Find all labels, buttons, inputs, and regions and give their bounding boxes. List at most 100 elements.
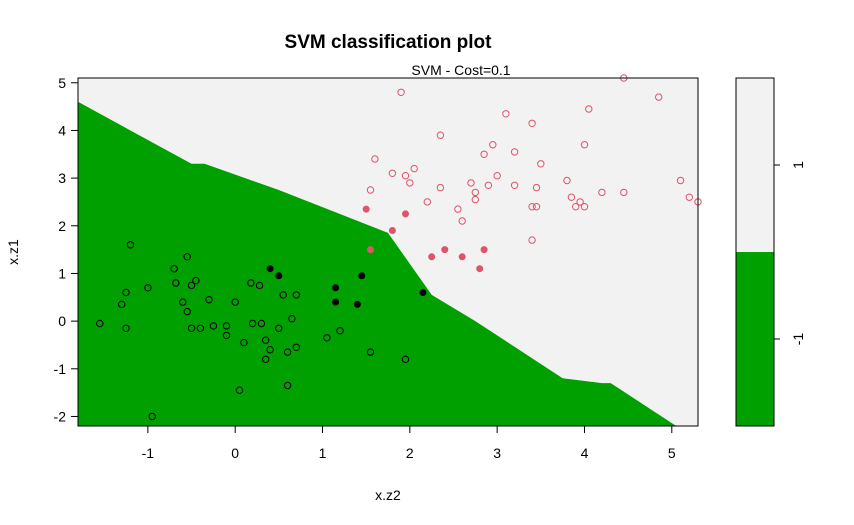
y-tick-label: 2 (58, 218, 66, 234)
data-point (257, 319, 266, 328)
color-legend: 1 -1 (735, 77, 806, 427)
data-point (423, 198, 431, 206)
data-point (471, 195, 479, 204)
data-point (528, 203, 536, 211)
data-point (620, 188, 628, 197)
data-point (122, 288, 130, 297)
legend-frame (735, 77, 775, 427)
data-point (510, 148, 519, 156)
data-point (480, 150, 488, 159)
y-tick-label: 1 (58, 265, 66, 281)
data-point (192, 276, 200, 285)
data-point (567, 193, 576, 201)
data-point (283, 381, 292, 390)
data-point (231, 298, 239, 306)
data-point (240, 338, 248, 347)
support-vector-point (402, 210, 409, 218)
data-point (655, 93, 663, 101)
support-vector-point (419, 289, 427, 296)
data-point (401, 172, 410, 180)
data-point (144, 284, 152, 292)
data-point (528, 119, 536, 128)
data-point (205, 296, 213, 304)
data-point (598, 188, 606, 197)
data-point (458, 217, 466, 225)
data-point (126, 241, 135, 249)
x-tick-label: 0 (231, 445, 239, 461)
data-point (366, 186, 375, 194)
x-tick-label: 1 (319, 445, 327, 461)
data-point (397, 88, 405, 97)
legend-label-negative: -1 (790, 333, 806, 346)
data-point (493, 172, 501, 180)
support-vector-point (476, 265, 484, 273)
support-vector-point (266, 265, 274, 273)
support-vector-point (388, 227, 396, 234)
data-point (279, 291, 287, 299)
data-point (262, 355, 270, 363)
data-point (183, 307, 191, 316)
data-point (676, 176, 685, 185)
data-point (209, 322, 218, 330)
x-tick-label: 4 (581, 445, 589, 461)
data-point (292, 343, 300, 351)
data-point (292, 291, 300, 299)
y-axis-label: x.z1 (5, 239, 21, 265)
data-point (685, 193, 693, 201)
x-axis-label: x.z2 (375, 487, 401, 503)
data-point (471, 188, 479, 197)
data-point (187, 324, 196, 332)
x-tick-label: 2 (406, 445, 414, 461)
data-point (532, 183, 541, 192)
data-point (585, 105, 593, 113)
data-point (187, 281, 196, 290)
chart-title: SVM classification plot (285, 32, 493, 53)
support-vector-point (480, 246, 488, 254)
x-axis: -1 0 1 2 3 4 5 (142, 425, 676, 461)
data-point (262, 336, 270, 344)
x-tick-label: 3 (493, 445, 501, 461)
y-tick-label: 5 (58, 75, 66, 91)
data-point (266, 346, 274, 354)
data-point (179, 298, 187, 306)
y-tick-label: 4 (58, 122, 66, 138)
data-point (336, 327, 344, 335)
data-point (532, 203, 541, 211)
support-vector-point (332, 298, 340, 306)
legend-label-positive: 1 (790, 161, 806, 169)
data-point (288, 315, 296, 323)
data-point (283, 348, 292, 356)
data-point (489, 141, 497, 149)
support-vector-point (275, 272, 283, 280)
support-vector-point (367, 246, 374, 254)
data-point (406, 179, 414, 187)
y-tick-label: 0 (58, 313, 66, 329)
data-point (172, 279, 180, 287)
data-point (248, 319, 257, 328)
support-vector-point (428, 253, 436, 261)
data-point (366, 348, 375, 356)
data-point (371, 155, 379, 163)
data-point (436, 131, 445, 139)
chart-subtitle: SVM - Cost=0.1 (411, 62, 510, 78)
x-tick-label: 5 (668, 445, 676, 461)
data-point (323, 334, 331, 342)
data-point (580, 203, 589, 211)
data-point (572, 203, 580, 211)
region-class-negative (78, 101, 677, 427)
support-vector-point (458, 253, 466, 261)
data-point (410, 164, 418, 173)
y-tick-label: 3 (58, 170, 66, 186)
data-point (170, 265, 178, 273)
data-point (222, 331, 231, 340)
legend-swatch-negative (736, 252, 774, 426)
y-axis: -2 -1 0 1 2 3 4 5 (54, 75, 79, 424)
data-point (467, 179, 475, 187)
data-point (196, 324, 205, 332)
support-vector-point (353, 300, 361, 308)
data-point (247, 279, 255, 287)
data-points (96, 74, 702, 421)
data-point (148, 412, 156, 421)
data-point (484, 181, 493, 190)
